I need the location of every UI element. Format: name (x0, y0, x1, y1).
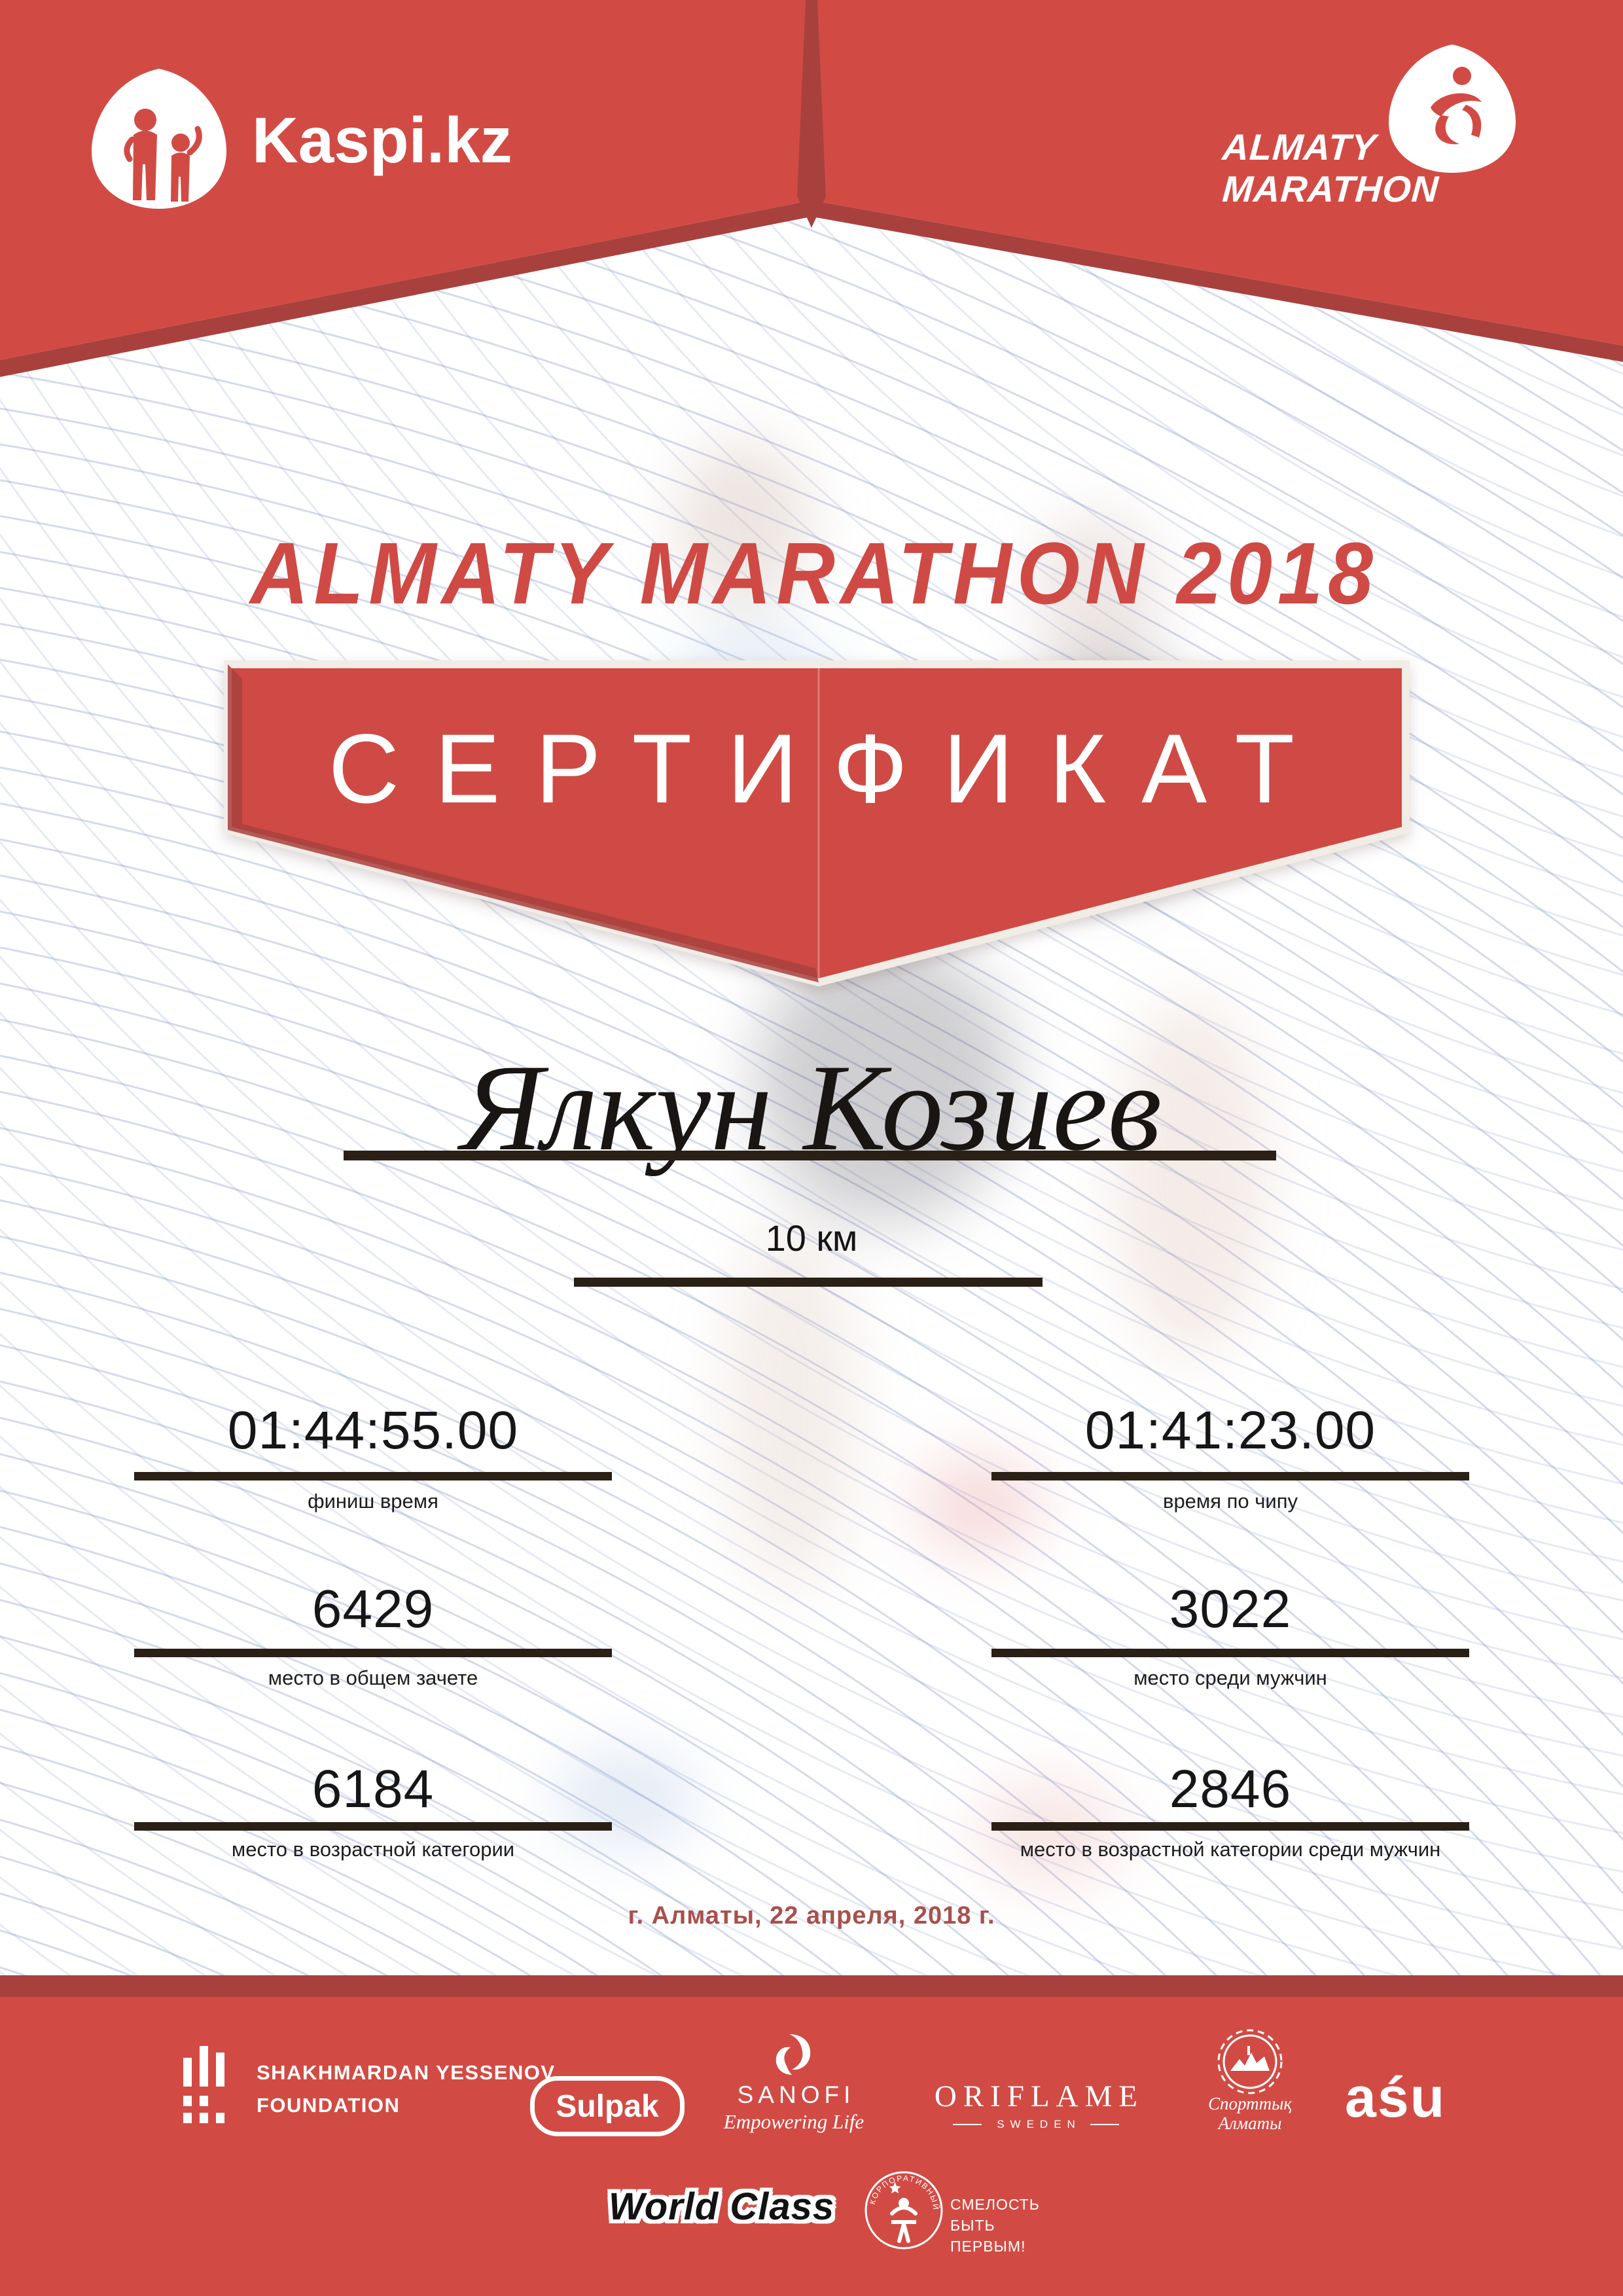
overall-place-underline (134, 1649, 612, 1657)
yessenov-line1: SHAKHMARDAN YESSENOV (257, 2061, 556, 2084)
oriflame-sweden-label: SWEDEN (997, 2118, 1081, 2130)
banner-fold-right (812, 200, 1623, 362)
sulpak-label: Sulpak (556, 2089, 659, 2124)
certificate-ribbon (224, 660, 1410, 987)
age-men-place-underline (991, 1822, 1469, 1831)
distance: 10 км (765, 1217, 858, 1259)
oriflame-label: ORIFLAME (934, 2079, 1145, 2113)
sanofi-tagline: Empowering Life (723, 2110, 865, 2133)
sanofi-bird-icon (776, 2034, 811, 2075)
ribbon-fold-bottom (228, 824, 819, 982)
sulpak-logo: Sulpak (530, 2076, 685, 2136)
finish-time-underline (134, 1472, 612, 1480)
kaspi-logo-icon (92, 69, 226, 209)
almaty-marathon-logo-text-line2: MARATHON (1221, 168, 1440, 209)
header-banner (0, 0, 1623, 377)
fund-slogan: СМЕЛОСТЬ БЫТЬ ПЕРВЫМ! (950, 2194, 1040, 2257)
age-place-label: место в возрастной категории (231, 1838, 515, 1861)
overall-place-value: 6429 (312, 1579, 435, 1639)
almaty-marathon-logo-text-line1: ALMATY (1221, 126, 1378, 168)
yessenov-foundation-icon (183, 2046, 224, 2123)
event-title: ALMATY MARATHON 2018 (250, 525, 1378, 623)
age-men-place-value: 2846 (1169, 1759, 1292, 1819)
yessenov-line2: FOUNDATION (257, 2094, 401, 2117)
footer-band (0, 1997, 1623, 2296)
age-place-value: 6184 (312, 1759, 435, 1819)
men-place-value: 3022 (1169, 1579, 1292, 1639)
men-place-label: место среди мужчин (1133, 1666, 1327, 1689)
finish-time-label: финиш время (308, 1490, 438, 1513)
banner-center-spike (797, 0, 826, 228)
oriflame-dash-right (1090, 2124, 1119, 2125)
oriflame-sub-row: SWEDEN (921, 2118, 1150, 2131)
fund-slogan-line3: ПЕРВЫМ! (950, 2238, 1026, 2255)
sanofi-label: SANOFI (737, 2081, 855, 2108)
age-place-underline (134, 1822, 612, 1831)
asu-logo: aśu (1345, 2066, 1446, 2129)
men-place-underline (991, 1649, 1469, 1657)
chip-time-label: время по чипу (1162, 1490, 1298, 1513)
footer-dark-strip (0, 1975, 1623, 1997)
sport-almaty-label: Спорттық Алматы (1178, 2094, 1322, 2133)
yessenov-foundation-label: SHAKHMARDAN YESSENOV FOUNDATION (257, 2056, 556, 2122)
almaty-marathon-logo-icon (1389, 45, 1516, 173)
fund-slogan-line1: СМЕЛОСТЬ (950, 2196, 1040, 2213)
chip-time-underline (991, 1472, 1469, 1480)
corporate-fund-emblem: КОРПОРАТИВНЫЙ ФОНД (863, 2169, 943, 2250)
age-men-place-label: место в возрастной категории среди мужчи… (1020, 1838, 1441, 1861)
chip-time-value: 01:41:23.00 (1084, 1401, 1376, 1460)
overall-place-label: место в общем зачете (268, 1666, 478, 1689)
participant-name: Ялкун Козиев (461, 1039, 1162, 1177)
distance-underline (574, 1278, 1043, 1287)
oriflame-dash-left (953, 2124, 982, 2125)
finish-time-value: 01:44:55.00 (227, 1401, 519, 1460)
banner-fold-left (0, 200, 812, 377)
ribbon-fold-left (228, 664, 242, 830)
certificate-label: СЕРТИФИКАТ (328, 713, 1330, 823)
name-underline (344, 1151, 1276, 1160)
world-class-logo: World Class (609, 2185, 835, 2228)
sport-almaty-line1: Спорттық (1207, 2094, 1293, 2113)
event-date: г. Алматы, 22 апреля, 2018 г. (628, 1902, 995, 1929)
sport-almaty-line2: Алматы (1218, 2113, 1282, 2133)
fund-slogan-line2: БЫТЬ (950, 2217, 995, 2234)
sport-almaty-emblem-icon (1217, 2029, 1283, 2094)
kaspi-logo-text: Kaspi.kz (252, 104, 512, 176)
